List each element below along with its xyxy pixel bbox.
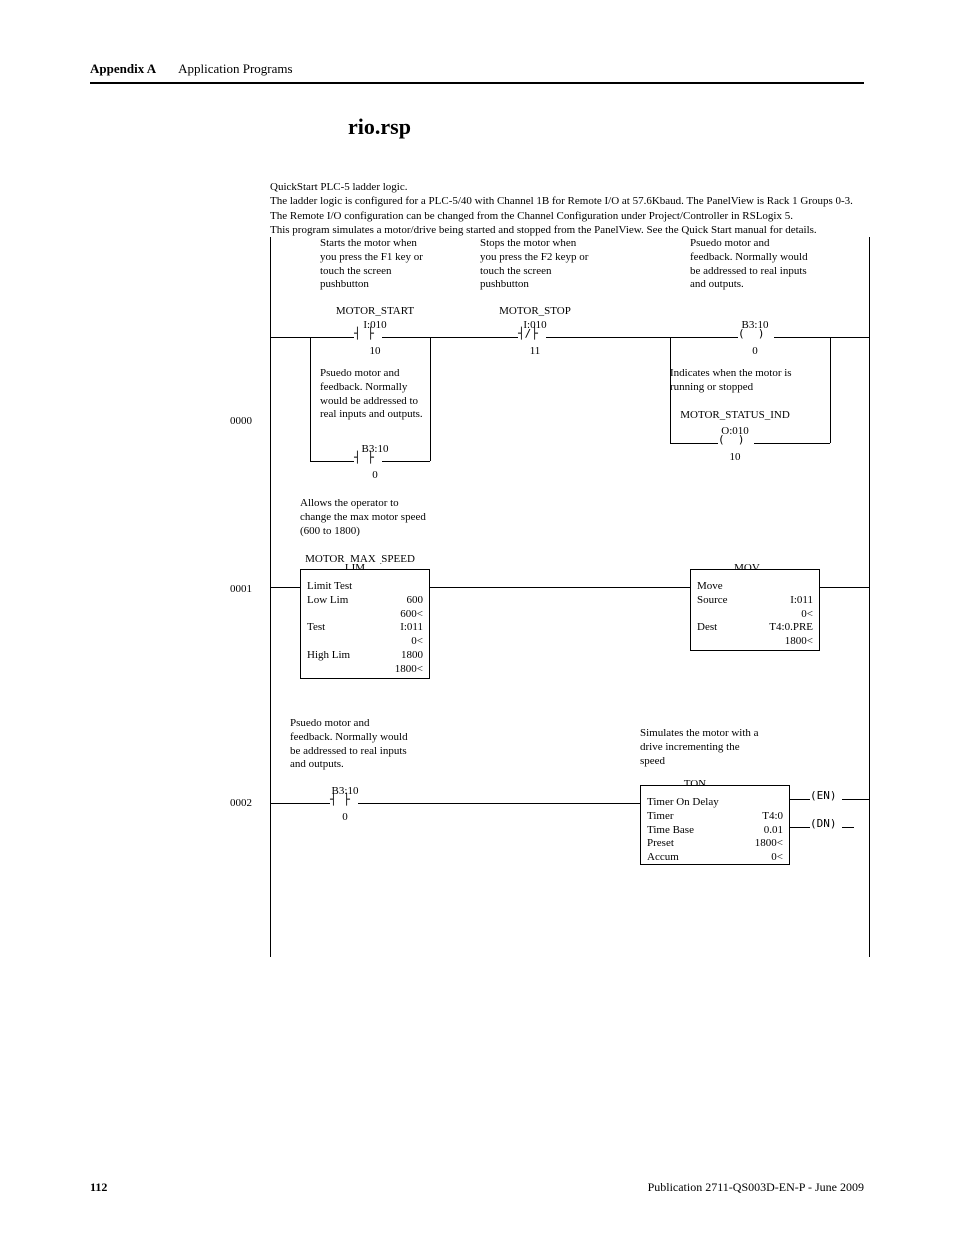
addr: B3:10 (340, 443, 410, 457)
comment-start: Starts the motor when you press the F1 k… (320, 237, 430, 292)
branch (830, 337, 831, 443)
branch (310, 337, 311, 461)
bit: 0 (350, 469, 400, 483)
mov-dst-v2: 1800< (697, 635, 813, 649)
xic-icon: ┤ ├ (354, 327, 374, 341)
mov-box: Move Source I:011 0< Dest T4:0.PRE 1800< (690, 569, 820, 651)
addr: I:010 (340, 319, 410, 333)
bit: 0 (730, 345, 780, 359)
ton-pre-l: Preset (647, 837, 674, 851)
ton-acc-v: 0< (771, 851, 783, 865)
ton-timer-v: T4:0 (762, 810, 783, 824)
wire (546, 337, 738, 338)
wire (358, 803, 640, 804)
en-label: EN (817, 789, 830, 802)
page: Appendix A Application Programs rio.rsp … (0, 0, 954, 1235)
tag-motor-start: MOTOR_START (320, 305, 430, 319)
mov-name: Move (697, 580, 813, 594)
ton-pre-v: 1800< (755, 837, 783, 851)
wire (790, 827, 810, 828)
bit: 0 (320, 811, 370, 825)
wire (270, 803, 330, 804)
branch (670, 337, 671, 443)
comment-maxspeed: Allows the operator to change the max mo… (300, 497, 430, 538)
xic-icon: ┤ ├ (354, 451, 374, 465)
mov-dst-v: T4:0.PRE (769, 621, 813, 635)
mov-dst-l: Dest (697, 621, 717, 635)
lim-highlim-l: High Lim (307, 649, 350, 663)
comment-pseudo3: Psuedo motor and feedback. Normally woul… (290, 717, 410, 772)
bit: 10 (710, 451, 760, 465)
lim-test-l: Test (307, 621, 325, 635)
wire (310, 461, 354, 462)
power-rail-left (270, 237, 271, 957)
mov-src-v: I:011 (790, 594, 813, 608)
page-footer: 112 Publication 2711-QS003D-EN-P - June … (90, 1180, 864, 1195)
ladder-area: 0000 Starts the motor when you press the… (270, 237, 870, 957)
wire (382, 337, 518, 338)
intro-text: QuickStart PLC-5 ladder logic. The ladde… (270, 180, 870, 237)
publication-id: Publication 2711-QS003D-EN-P - June 2009 (648, 1180, 864, 1195)
bit: 11 (510, 345, 560, 359)
mov-src-l: Source (697, 594, 728, 608)
section-title: rio.rsp (348, 114, 864, 140)
dn-icon: (DN) (810, 817, 837, 831)
power-rail-right (869, 237, 870, 957)
lim-name: Limit Test (307, 580, 423, 594)
lim-test-v2: 0< (307, 635, 423, 649)
ton-acc-l: Accum (647, 851, 679, 865)
wire (270, 337, 354, 338)
wire (754, 443, 830, 444)
intro-line: The ladder logic is configured for a PLC… (270, 194, 870, 223)
page-header: Appendix A Application Programs (90, 60, 864, 84)
mov-src-v2: 0< (697, 608, 813, 622)
intro-line: This program simulates a motor/drive bei… (270, 223, 870, 237)
branch (430, 337, 431, 461)
lim-test-v: I:011 (400, 621, 423, 635)
intro-line: QuickStart PLC-5 ladder logic. (270, 180, 870, 194)
page-number: 112 (90, 1180, 107, 1194)
ton-tb-v: 0.01 (764, 824, 783, 838)
lim-highlim-v: 1800 (401, 649, 423, 663)
lim-lowlim-v: 600 (407, 594, 424, 608)
wire (430, 587, 690, 588)
lim-lowlim-v2: 600< (307, 608, 423, 622)
xio-icon: ┤/├ (518, 327, 538, 341)
lim-lowlim-l: Low Lim (307, 594, 348, 608)
en-icon: (EN) (810, 789, 837, 803)
appendix-title: Application Programs (178, 61, 292, 76)
wire (820, 587, 870, 588)
ote-icon: ( ) (718, 433, 745, 447)
ote-icon: ( ) (738, 327, 765, 341)
comment-status: Indicates when the motor is running or s… (670, 367, 800, 395)
bit: 10 (350, 345, 400, 359)
rung-number: 0002 (230, 797, 252, 811)
appendix-label: Appendix A (90, 61, 156, 76)
wire (842, 827, 854, 828)
ton-name: Timer On Delay (647, 796, 783, 810)
ladder-diagram: QuickStart PLC-5 ladder logic. The ladde… (220, 180, 864, 957)
ton-timer-l: Timer (647, 810, 674, 824)
lim-highlim-v2: 1800< (307, 663, 423, 677)
wire (382, 461, 430, 462)
comment-pseudo: Psuedo motor and feedback. Normally woul… (690, 237, 810, 292)
xic-icon: ┤ ├ (330, 793, 350, 807)
wire (270, 587, 300, 588)
rung-number: 0000 (230, 415, 252, 429)
comment-sim: Simulates the motor with a drive increme… (640, 727, 760, 768)
wire (774, 337, 870, 338)
ton-tb-l: Time Base (647, 824, 694, 838)
wire (790, 799, 810, 800)
lim-box: Limit Test Low Lim600 600< TestI:011 0< … (300, 569, 430, 679)
tag-motor-stop: MOTOR_STOP (480, 305, 590, 319)
tag-status: MOTOR_STATUS_IND (670, 409, 800, 423)
dn-label: DN (817, 817, 830, 830)
comment-stop: Stops the motor when you press the F2 ke… (480, 237, 590, 292)
ton-box: Timer On Delay Timer T4:0 Time Base 0.01 P… (640, 785, 790, 865)
comment-pseudo2: Psuedo motor and feedback. Normally woul… (320, 367, 430, 422)
wire (670, 443, 718, 444)
wire (842, 799, 870, 800)
rung-number: 0001 (230, 583, 252, 597)
